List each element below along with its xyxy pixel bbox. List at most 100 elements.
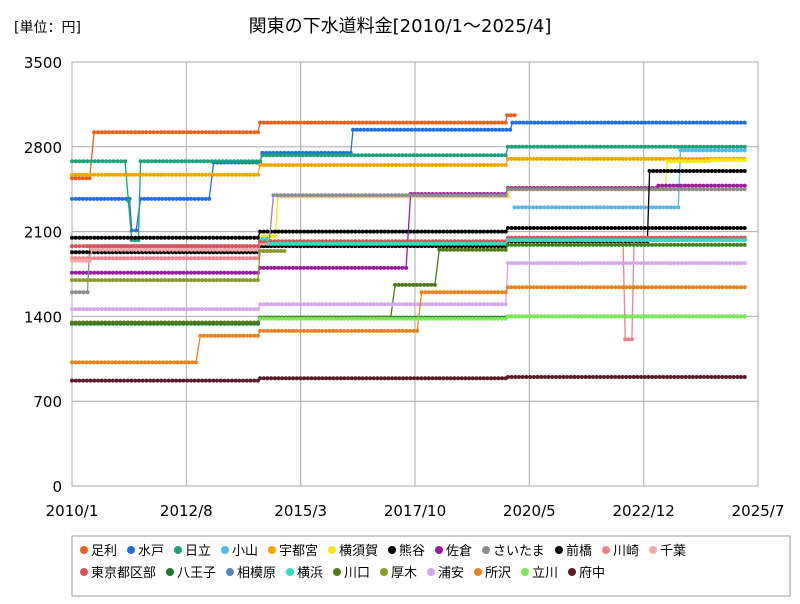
data-point	[166, 270, 171, 275]
data-point	[77, 176, 82, 181]
data-point	[503, 229, 508, 234]
data-point	[631, 187, 636, 192]
data-point	[415, 328, 420, 333]
data-point	[140, 172, 145, 177]
data-point	[378, 153, 383, 158]
data-point	[320, 120, 325, 125]
data-point	[520, 238, 525, 243]
data-point	[363, 241, 368, 246]
data-point	[572, 375, 577, 379]
data-point	[531, 238, 536, 243]
data-point	[702, 242, 706, 247]
data-point	[716, 285, 721, 290]
data-point	[297, 153, 302, 158]
data-point	[287, 265, 292, 270]
data-point	[241, 130, 245, 135]
data-point	[207, 278, 212, 283]
data-point	[598, 261, 603, 266]
data-point	[626, 337, 631, 342]
data-point	[248, 378, 253, 383]
data-point	[620, 238, 625, 243]
data-point	[270, 234, 275, 239]
data-point	[190, 360, 195, 365]
data-point	[642, 314, 647, 319]
data-point	[129, 235, 134, 240]
data-point	[517, 261, 521, 266]
data-point	[313, 302, 318, 307]
data-point	[200, 270, 205, 275]
data-point	[382, 265, 387, 270]
legend-item: 八王子	[166, 566, 216, 581]
data-point	[77, 270, 82, 275]
data-point	[631, 314, 636, 319]
data-point	[628, 238, 632, 243]
data-point	[735, 148, 740, 153]
data-point	[92, 307, 97, 312]
data-point	[104, 159, 109, 164]
data-point	[591, 242, 595, 247]
data-point	[352, 193, 357, 198]
data-point	[153, 159, 158, 164]
data-point	[189, 278, 193, 283]
data-point	[635, 226, 640, 230]
data-point	[543, 120, 548, 125]
data-point	[248, 270, 253, 275]
data-point	[222, 320, 227, 325]
data-point	[512, 205, 517, 210]
data-point	[505, 261, 510, 266]
data-point	[77, 159, 82, 164]
data-point	[602, 314, 607, 319]
data-point	[269, 120, 274, 125]
data-point	[294, 163, 299, 167]
data-point	[658, 169, 663, 173]
data-point	[668, 205, 673, 210]
data-point	[407, 153, 412, 158]
data-point	[672, 261, 677, 266]
data-point	[386, 302, 391, 307]
data-point	[698, 144, 703, 149]
data-point	[280, 120, 285, 125]
data-point	[289, 193, 294, 198]
data-point	[539, 238, 544, 243]
data-point	[583, 226, 588, 230]
data-point	[81, 159, 86, 164]
data-point	[371, 316, 376, 321]
data-point	[136, 130, 141, 135]
legend-label: 東京都区部	[91, 565, 156, 581]
data-point	[267, 153, 272, 158]
data-point	[196, 130, 201, 135]
data-point	[119, 159, 124, 164]
data-point	[73, 307, 78, 312]
data-point	[661, 156, 666, 161]
data-point	[716, 120, 721, 125]
data-point	[291, 316, 296, 321]
legend-item: 佐倉	[435, 544, 472, 559]
data-point	[367, 328, 372, 333]
data-point	[301, 328, 306, 333]
data-point	[657, 144, 662, 149]
data-point	[496, 229, 501, 234]
data-point	[151, 278, 156, 283]
data-point	[503, 163, 508, 167]
data-point	[385, 265, 390, 270]
data-point	[713, 261, 718, 266]
data-point	[174, 320, 179, 325]
y-tick-label: 700	[33, 393, 62, 411]
data-point	[313, 316, 318, 321]
data-point	[200, 196, 204, 201]
data-point	[73, 270, 78, 275]
data-point	[594, 242, 599, 247]
data-point	[103, 278, 108, 283]
data-point	[226, 130, 231, 135]
data-point	[273, 234, 278, 239]
data-point	[233, 307, 238, 312]
data-point	[338, 163, 343, 167]
data-point	[241, 256, 245, 261]
data-point	[505, 226, 510, 230]
data-point	[557, 375, 562, 379]
data-point	[269, 265, 274, 270]
data-point	[524, 226, 529, 230]
data-point	[389, 153, 394, 158]
data-point	[531, 242, 536, 247]
data-point	[77, 244, 82, 249]
